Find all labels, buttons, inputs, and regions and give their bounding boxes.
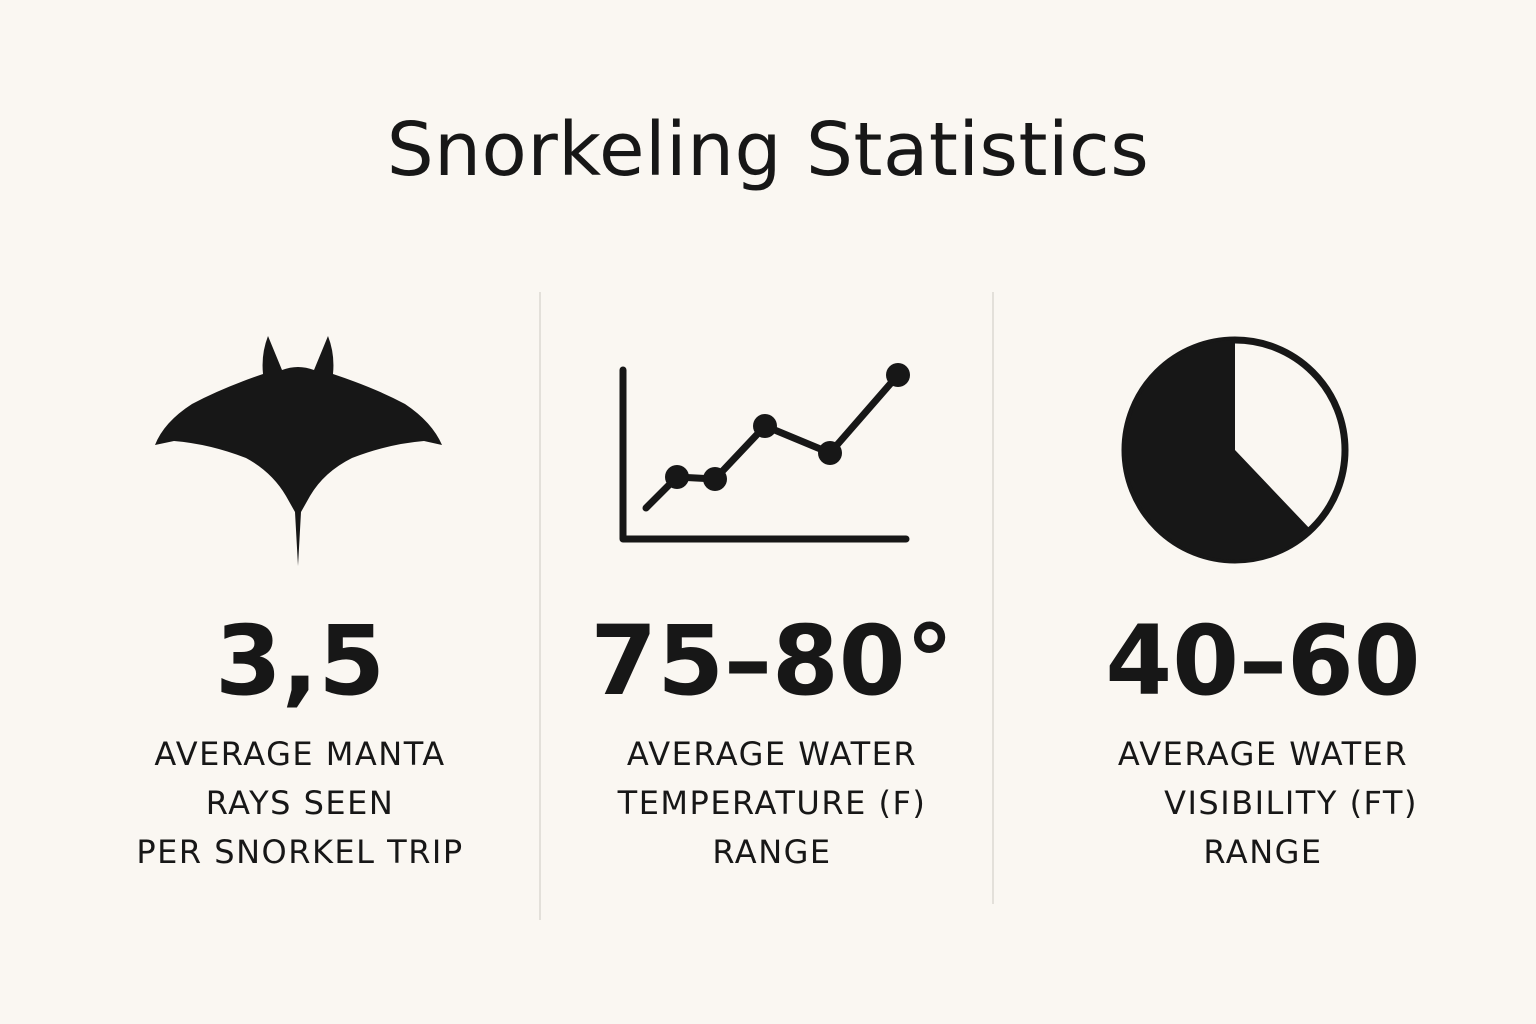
stat-value: 40–60 [1105,605,1421,717]
stat-label: AVERAGE WATER VISIBILITY (FT) RANGE [1063,730,1463,877]
manta-ray-icon [155,336,442,566]
stat-label: AVERAGE MANTA RAYS SEEN PER SNORKEL TRIP [100,730,500,877]
stat-label-line: AVERAGE MANTA [154,735,446,773]
stat-label-line: VISIBILITY (FT) [1164,784,1418,822]
stat-label-line: TEMPERATURE (F) [617,784,927,822]
stat-label-line: PER SNORKEL TRIP [136,833,464,871]
column-divider [539,292,541,920]
stat-label-line: RANGE [1203,833,1323,871]
page-title: Snorkeling Statistics [386,107,1150,193]
column-divider [992,292,994,904]
stat-value: 75–80° [590,605,954,717]
pie-chart-icon [1121,336,1349,564]
stat-label-line: RANGE [712,833,832,871]
stat-label-line: RAYS SEEN [205,784,395,822]
stat-value: 3,5 [214,605,386,717]
line-chart-icon [619,363,910,543]
stat-label-line: AVERAGE WATER [626,735,918,773]
stat-label: AVERAGE WATER TEMPERATURE (F) RANGE [572,730,972,877]
stat-label-line: AVERAGE WATER [1117,735,1409,773]
